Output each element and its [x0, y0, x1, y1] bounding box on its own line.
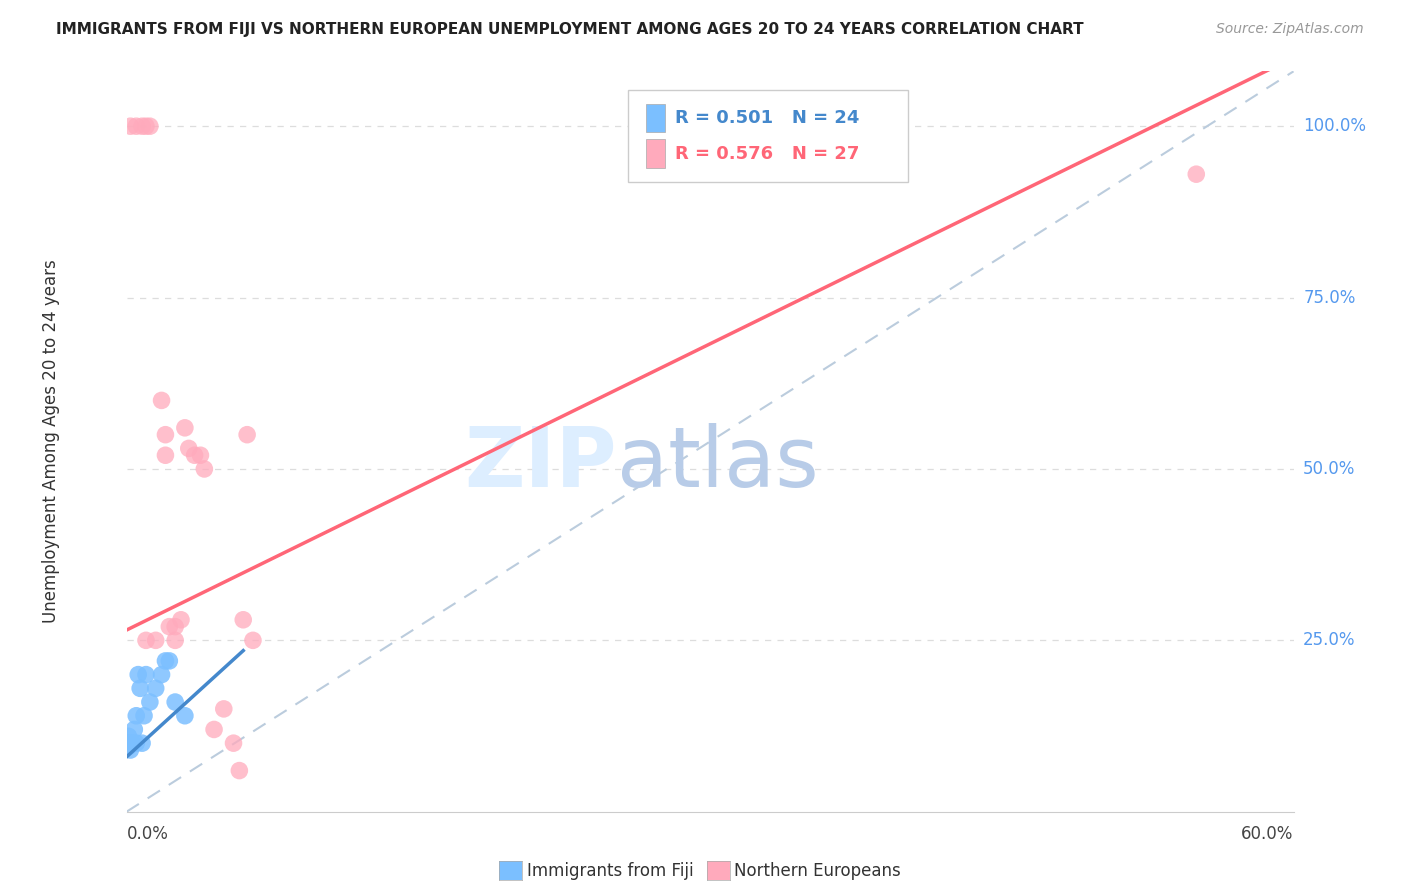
Point: [117, 739, 139, 754]
Point: [157, 619, 180, 633]
Point: [120, 736, 142, 750]
Point: [165, 633, 187, 648]
Point: [135, 633, 157, 648]
Point: [157, 654, 180, 668]
Text: 100.0%: 100.0%: [1303, 117, 1367, 136]
Point: [242, 633, 264, 648]
FancyBboxPatch shape: [628, 90, 908, 183]
Point: [183, 448, 205, 462]
Point: [125, 119, 148, 133]
Text: 0.0%: 0.0%: [127, 825, 169, 843]
Point: [212, 702, 235, 716]
Point: [190, 448, 212, 462]
Point: [222, 736, 245, 750]
Point: [127, 667, 149, 681]
Point: [125, 736, 148, 750]
Point: [135, 667, 157, 681]
Point: [120, 743, 142, 757]
Point: [145, 633, 167, 648]
Point: [135, 119, 157, 133]
Point: [120, 736, 142, 750]
Point: [165, 619, 187, 633]
Text: 60.0%: 60.0%: [1241, 825, 1294, 843]
Text: IMMIGRANTS FROM FIJI VS NORTHERN EUROPEAN UNEMPLOYMENT AMONG AGES 20 TO 24 YEARS: IMMIGRANTS FROM FIJI VS NORTHERN EUROPEA…: [56, 22, 1084, 37]
FancyBboxPatch shape: [645, 104, 665, 132]
Point: [155, 448, 177, 462]
Point: [117, 736, 139, 750]
Text: R = 0.576   N = 27: R = 0.576 N = 27: [675, 145, 859, 162]
Text: 50.0%: 50.0%: [1303, 460, 1355, 478]
Point: [139, 119, 162, 133]
Point: [155, 654, 177, 668]
Point: [117, 729, 139, 743]
Point: [131, 119, 153, 133]
Point: [120, 119, 142, 133]
Point: [236, 427, 259, 442]
Point: [202, 723, 225, 737]
Point: [228, 764, 250, 778]
Point: [174, 708, 197, 723]
Text: Northern Europeans: Northern Europeans: [734, 862, 901, 880]
Point: [232, 613, 254, 627]
Point: [145, 681, 167, 696]
Point: [150, 393, 173, 408]
Text: ZIP: ZIP: [464, 423, 617, 504]
Text: 25.0%: 25.0%: [1303, 632, 1355, 649]
Point: [125, 708, 148, 723]
FancyBboxPatch shape: [645, 139, 665, 168]
Point: [131, 736, 153, 750]
Point: [121, 736, 143, 750]
Point: [174, 421, 197, 435]
Point: [115, 739, 138, 754]
Point: [150, 667, 173, 681]
Point: [193, 462, 215, 476]
Point: [132, 708, 155, 723]
Text: R = 0.501   N = 24: R = 0.501 N = 24: [675, 109, 859, 127]
Point: [177, 442, 200, 456]
Point: [115, 736, 138, 750]
Point: [139, 695, 162, 709]
Point: [155, 427, 177, 442]
Text: Immigrants from Fiji: Immigrants from Fiji: [527, 862, 695, 880]
Point: [124, 723, 146, 737]
Point: [129, 681, 152, 696]
Point: [170, 613, 193, 627]
Text: Source: ZipAtlas.com: Source: ZipAtlas.com: [1216, 22, 1364, 37]
Text: Unemployment Among Ages 20 to 24 years: Unemployment Among Ages 20 to 24 years: [42, 260, 59, 624]
Point: [1185, 167, 1208, 181]
Text: atlas: atlas: [617, 423, 818, 504]
Text: 75.0%: 75.0%: [1303, 289, 1355, 307]
Point: [165, 695, 187, 709]
